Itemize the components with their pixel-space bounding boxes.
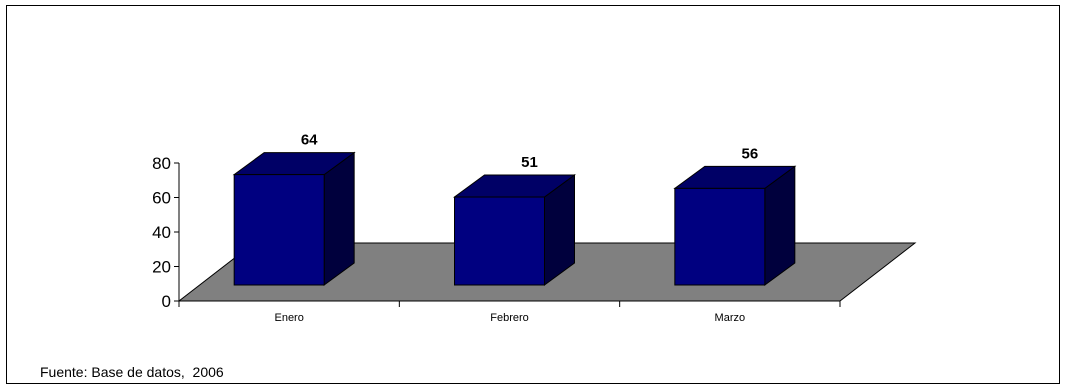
x-tick-label: Marzo (715, 312, 746, 324)
y-tick-label: 40 (152, 223, 171, 242)
data-label: 56 (741, 145, 758, 162)
bar (674, 187, 766, 286)
bar-side (323, 151, 355, 286)
y-tick-label: 20 (152, 258, 171, 277)
y-tick-label: 60 (152, 189, 171, 208)
bar (454, 196, 545, 286)
y-tick-label: 80 (152, 154, 171, 173)
y-tick-label: 0 (162, 292, 171, 311)
bar (233, 174, 325, 286)
x-tick-label: Febrero (490, 312, 529, 324)
data-label: 51 (521, 154, 538, 171)
data-label: 64 (301, 132, 318, 149)
x-tick-label: Enero (274, 312, 303, 324)
source-note: Fuente: Base de datos, 2006 (40, 364, 224, 380)
